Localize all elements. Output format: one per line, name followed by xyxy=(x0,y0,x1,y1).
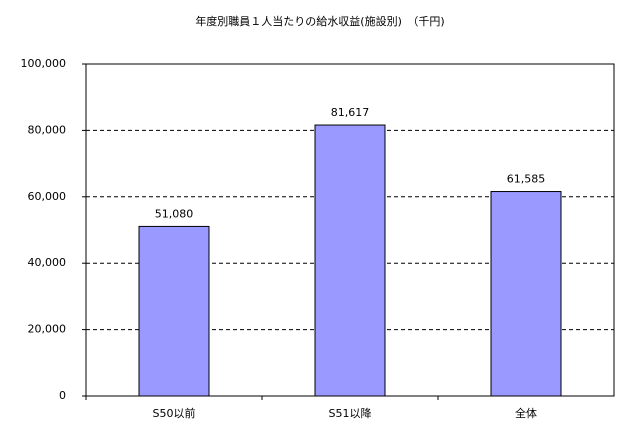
y-tick-label: 60,000 xyxy=(28,190,67,203)
bar xyxy=(490,191,562,397)
bar xyxy=(314,124,386,397)
value-label: 81,617 xyxy=(331,106,370,119)
y-tick-label: 100,000 xyxy=(21,57,67,70)
x-tick-label: S50以前 xyxy=(153,406,196,420)
value-label: 51,080 xyxy=(155,207,194,220)
y-tick-label: 20,000 xyxy=(28,323,67,336)
bar xyxy=(138,225,210,397)
x-tick-label: S51以降 xyxy=(329,406,372,420)
chart-title: 年度別職員１人当たりの給水収益(施設別) （千円) xyxy=(195,14,444,28)
value-label: 61,585 xyxy=(507,173,546,186)
y-tick-label: 80,000 xyxy=(28,123,67,136)
x-tick-label: 全体 xyxy=(515,406,537,420)
y-tick-label: 40,000 xyxy=(28,256,67,269)
y-tick-label: 0 xyxy=(59,389,66,402)
